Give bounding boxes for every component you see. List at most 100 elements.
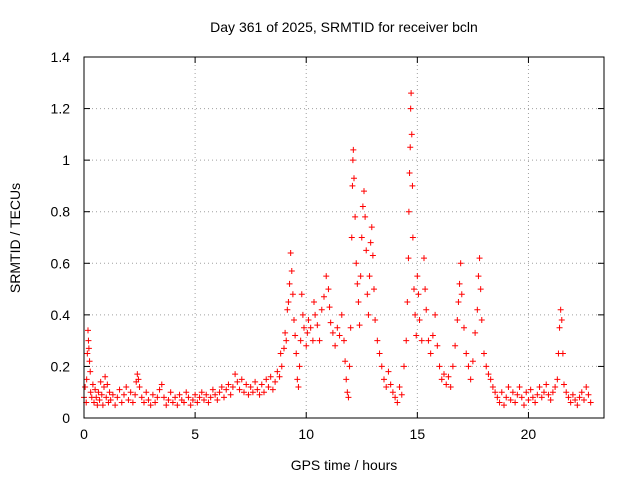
data-point [338,311,345,318]
data-point [281,345,287,352]
data-point [293,350,300,357]
data-point [121,391,127,398]
data-point [449,363,456,370]
data-point [476,255,483,262]
data-point [312,311,319,318]
data-point [357,273,364,280]
data-point [567,399,574,406]
data-point [529,394,536,401]
data-point [326,304,333,311]
data-point [409,234,416,241]
data-point [174,402,181,409]
data-point [494,394,501,401]
data-point [547,396,554,403]
data-point [461,324,467,331]
data-point [434,342,441,349]
data-point [189,396,196,403]
data-point [532,399,539,406]
data-point [97,378,104,385]
data-point [505,384,512,391]
data-point [353,260,360,267]
data-point [576,394,583,401]
data-point [441,371,447,378]
y-tick-label: 1.4 [51,49,71,65]
data-points [81,90,594,409]
data-point [481,350,487,357]
data-point [454,317,461,324]
data-point [523,389,530,396]
data-point [475,273,482,280]
data-point [477,286,484,293]
data-point [557,306,564,313]
data-point [355,298,362,305]
data-point [316,337,323,344]
data-point [408,131,415,138]
data-point [527,386,534,393]
data-point [234,378,241,385]
data-point [363,247,370,254]
data-point [438,376,445,383]
data-point [141,399,147,406]
data-point [358,234,365,241]
y-tick-labels: 0 0.2 0.4 0.6 0.8 1 1.2 1.4 [51,49,71,426]
data-point [218,384,225,391]
data-point [107,396,114,403]
data-point [496,399,503,406]
data-point [543,381,550,388]
y-tick-label: 0.4 [51,307,71,323]
data-point [292,332,299,339]
data-point [583,384,590,391]
data-point [411,286,417,293]
data-point [127,389,134,396]
data-point [401,363,407,370]
data-point [559,350,566,357]
data-point [223,386,230,393]
data-point [298,291,305,298]
data-point [284,306,291,313]
data-point [123,384,130,391]
data-point [364,291,371,298]
data-point [212,391,219,398]
data-point [327,319,334,326]
data-point [254,386,261,393]
data-point [258,381,265,388]
data-point [299,311,306,318]
data-point [332,342,339,349]
data-point [183,389,190,396]
data-point [341,337,347,344]
data-point [408,90,415,97]
data-point [104,381,111,388]
data-point [465,363,472,370]
data-point [407,105,414,112]
data-point [485,371,492,378]
data-point [512,399,519,406]
data-point [314,322,321,329]
data-point [103,394,110,401]
data-point [436,363,443,370]
data-point [102,373,109,380]
data-point [114,394,121,401]
data-point [154,394,161,401]
data-point [413,332,420,339]
data-point [309,337,316,344]
data-point [354,280,361,287]
data-point [307,324,314,331]
data-point [106,389,113,396]
data-point [112,402,119,409]
data-point [225,381,232,388]
x-tick-label: 0 [80,426,88,442]
data-point [469,358,476,365]
data-point [456,280,463,287]
data-point [232,371,239,378]
data-point [282,329,289,336]
data-point [574,402,581,409]
data-point [429,332,436,339]
data-point [135,376,142,383]
data-point [98,391,105,398]
data-point [359,203,366,210]
data-point [101,384,107,391]
data-point [132,391,139,398]
data-point [185,394,192,401]
data-point [291,317,297,324]
data-point [556,324,563,331]
